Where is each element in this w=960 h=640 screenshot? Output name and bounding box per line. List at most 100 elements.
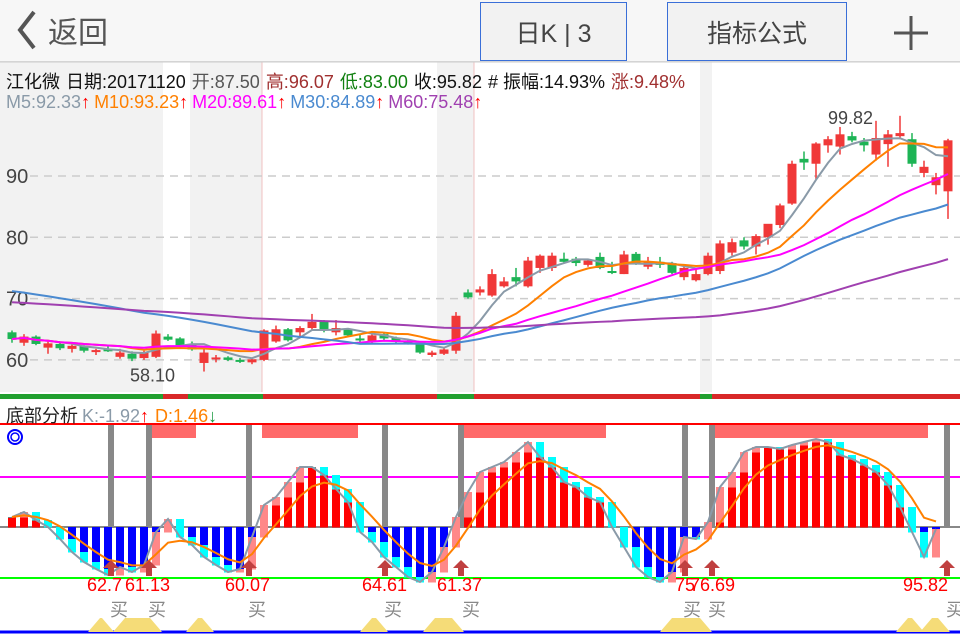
candle-body: [631, 253, 641, 264]
candle-body: [463, 292, 473, 298]
kdj-delta: [896, 485, 904, 508]
target-icon: [7, 429, 23, 445]
kdj-bar: [656, 527, 664, 583]
kdj-delta: [236, 569, 244, 573]
min-price-label: 58.10: [130, 366, 175, 386]
trend-strip: [712, 394, 960, 399]
period-button[interactable]: 日K | 3: [480, 2, 627, 61]
candle-body: [859, 141, 869, 146]
kdj-delta: [464, 492, 472, 518]
kdj-bar: [884, 485, 892, 528]
candle-body: [367, 335, 377, 342]
kdj-delta: [356, 502, 364, 533]
back-button[interactable]: 返回: [12, 8, 108, 52]
kdj-delta: [752, 447, 760, 453]
volume-marker: [360, 618, 388, 632]
ma-arrow: ↑: [179, 92, 189, 112]
top-marker: [148, 425, 172, 438]
kdj-delta: [56, 527, 64, 540]
candle-body: [691, 274, 701, 281]
candle-body: [439, 349, 449, 354]
candle-body: [607, 271, 617, 274]
candle-body: [151, 333, 161, 357]
formula-button[interactable]: 指标公式: [667, 2, 847, 61]
kdj-bar: [92, 527, 100, 570]
kdj-delta: [116, 567, 124, 576]
kdj-delta: [788, 445, 796, 450]
kdj-delta: [740, 452, 748, 473]
kdj-bar: [128, 527, 136, 573]
kdj-bar: [752, 447, 760, 528]
buy-label: 买: [683, 600, 701, 620]
kdj-bar: [8, 517, 16, 528]
kdj-delta: [524, 442, 532, 453]
candle-body: [115, 352, 125, 357]
candle-body: [67, 345, 77, 349]
candle-body: [247, 359, 257, 363]
quote-close: 收:95.82: [413, 72, 482, 92]
kdj-delta: [224, 565, 232, 573]
kdj-delta: [500, 462, 508, 468]
y-tick-label: 80: [6, 227, 28, 249]
buy-label: 买: [946, 600, 960, 620]
y-tick-label: 90: [6, 166, 28, 188]
signal-price: 62.7: [87, 575, 123, 595]
candle-body: [127, 353, 137, 359]
buy-arrow-icon: [677, 560, 693, 576]
top-bar: 返回 日K | 3 指标公式: [0, 0, 960, 62]
volume-marker: [920, 618, 950, 632]
top-marker: [534, 425, 558, 438]
kdj-delta: [428, 572, 436, 583]
kdj-bar: [224, 527, 232, 573]
kdj-delta: [284, 482, 292, 498]
back-label: 返回: [48, 17, 108, 50]
kdj-bar: [776, 449, 784, 528]
top-marker: [558, 425, 582, 438]
ma20-line: [11, 173, 949, 351]
kdj-bar: [440, 527, 448, 548]
shaded-region: [700, 62, 712, 392]
shaded-region: [190, 62, 262, 392]
candle-body: [847, 136, 857, 141]
buy-label: 买: [462, 600, 480, 620]
candle-body: [223, 357, 233, 360]
plus-icon[interactable]: [890, 12, 932, 54]
quote-low: 低:83.00: [339, 72, 408, 92]
top-marker: [856, 425, 880, 438]
buy-arrow-icon: [103, 560, 119, 576]
candle-body: [7, 332, 17, 340]
max-price-label: 99.82: [828, 108, 873, 128]
ma-arrow: ↑: [473, 92, 483, 112]
k-value: K:-1.92: [82, 406, 141, 426]
candle-body: [511, 277, 521, 282]
kdj-bar: [236, 527, 244, 570]
candle-body: [931, 177, 941, 186]
d-arrow: ↓: [208, 406, 218, 426]
kdj-bar: [188, 527, 196, 546]
kdj-bar: [824, 442, 832, 528]
kdj-delta: [920, 532, 928, 558]
kdj-bar: [524, 442, 532, 528]
kdj-bar: [872, 472, 880, 528]
ma-arrow: ↑: [375, 92, 385, 112]
ma-label: M5:92.33: [6, 92, 82, 112]
kdj-bar: [800, 442, 808, 528]
candle-body: [499, 281, 509, 287]
volume-marker: [423, 618, 464, 632]
ma-item: M30:84.89↑: [290, 92, 384, 112]
kdj-bar: [848, 459, 856, 528]
kdj-delta: [644, 567, 652, 578]
volume-marker: [660, 618, 712, 632]
candle-body: [211, 357, 221, 360]
top-marker: [262, 425, 286, 438]
kdj-delta: [344, 489, 352, 503]
kdj-delta: [584, 487, 592, 498]
kdj-delta: [296, 467, 304, 483]
candle-body: [259, 330, 269, 360]
candle-body: [487, 274, 497, 296]
candle-body: [427, 352, 437, 355]
ma-arrow: ↑: [81, 92, 91, 112]
kdj-bar: [476, 472, 484, 528]
candle-body: [379, 334, 389, 339]
